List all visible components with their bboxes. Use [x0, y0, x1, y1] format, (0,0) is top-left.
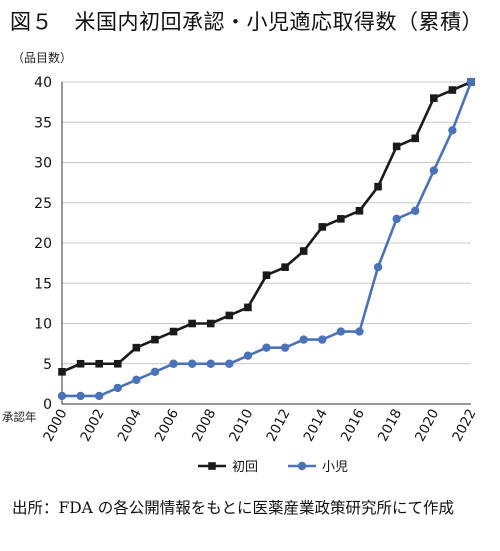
y-tick-label: 30: [34, 156, 52, 172]
data-point: [151, 335, 159, 344]
data-point: [411, 134, 420, 143]
data-point: [76, 391, 85, 401]
x-tick-label: 2022: [449, 406, 479, 444]
data-point: [374, 182, 382, 191]
data-point: [244, 303, 252, 312]
data-point: [355, 327, 364, 336]
data-point: [392, 142, 401, 151]
y-tick-label: 15: [34, 276, 52, 292]
data-point: [448, 126, 457, 135]
data-point: [225, 311, 234, 320]
data-point: [132, 343, 141, 352]
data-point: [373, 262, 383, 272]
series-lines: [57, 77, 476, 401]
data-point: [299, 335, 308, 344]
data-point: [262, 271, 271, 279]
data-point: [243, 351, 253, 360]
x-tick-label: 2008: [189, 406, 219, 444]
y-tick-label: 20: [34, 236, 52, 252]
data-point: [262, 343, 271, 352]
y-tick-label: 35: [34, 115, 52, 131]
chart-axes: [61, 82, 471, 405]
data-point: [280, 343, 290, 352]
series-line-first-approval: [61, 80, 472, 373]
y-unit-label: （品目数）: [12, 50, 72, 65]
data-point: [466, 77, 476, 87]
data-point: [392, 214, 401, 224]
legend-label: 初回: [232, 460, 258, 475]
y-tick-label: 0: [43, 397, 52, 413]
data-point: [411, 206, 420, 215]
x-tick-label: 2016: [338, 406, 368, 444]
x-tick-label: 2018: [375, 406, 405, 444]
legend: 初回 小児: [198, 460, 348, 475]
data-point: [355, 207, 364, 215]
data-point: [206, 359, 215, 368]
figure-title: 図５ 米国内初回承認・小児適応取得数（累積）: [10, 10, 483, 34]
data-point: [188, 319, 196, 328]
data-point: [206, 319, 215, 328]
data-point: [113, 383, 122, 393]
data-point: [76, 359, 85, 368]
data-point: [318, 335, 327, 344]
x-tick-label: 2020: [412, 406, 442, 444]
legend-marker-1: [297, 461, 307, 471]
data-point: [95, 359, 103, 368]
data-point: [57, 391, 67, 401]
x-tick-label: 2014: [301, 406, 331, 444]
x-tick-label: 2012: [263, 406, 293, 444]
data-point: [113, 359, 122, 368]
data-point: [169, 359, 178, 368]
x-tick-label: 2002: [77, 406, 107, 444]
x-tick-label: 2004: [115, 406, 145, 444]
data-point: [58, 368, 66, 376]
data-point: [187, 359, 197, 368]
x-tick-label: 2010: [226, 406, 256, 444]
y-tick-label: 40: [34, 75, 52, 91]
data-point: [169, 327, 178, 336]
y-tick-label: 5: [43, 357, 52, 373]
x-tick-label: 2006: [152, 406, 182, 444]
data-point: [281, 263, 289, 271]
legend-marker-0: [208, 462, 216, 470]
data-point: [337, 215, 345, 223]
data-point: [94, 391, 104, 401]
y-tick-label: 25: [34, 196, 52, 212]
y-tick-label: 10: [34, 317, 52, 333]
data-point: [448, 86, 457, 94]
legend-label: 小児: [322, 460, 348, 475]
data-point: [429, 166, 439, 175]
data-point: [430, 94, 438, 102]
data-point: [299, 247, 308, 255]
x-axis-label: 承認年: [2, 410, 37, 424]
data-point: [318, 223, 327, 231]
source-note: 出所：FDA の各公開情報をもとに医薬産業政策研究所にて作成: [12, 499, 454, 517]
data-point: [225, 359, 234, 368]
data-point: [150, 367, 160, 376]
x-tick-labels: 2000 2002 2004 2006 2008 2010 2012 2014 2016 2018…: [40, 406, 479, 444]
data-point: [336, 327, 346, 336]
y-tick-labels: 0 5 10 15 20 25 30 35 40: [34, 75, 52, 413]
data-point: [132, 375, 141, 385]
grid-lines: [62, 81, 471, 365]
